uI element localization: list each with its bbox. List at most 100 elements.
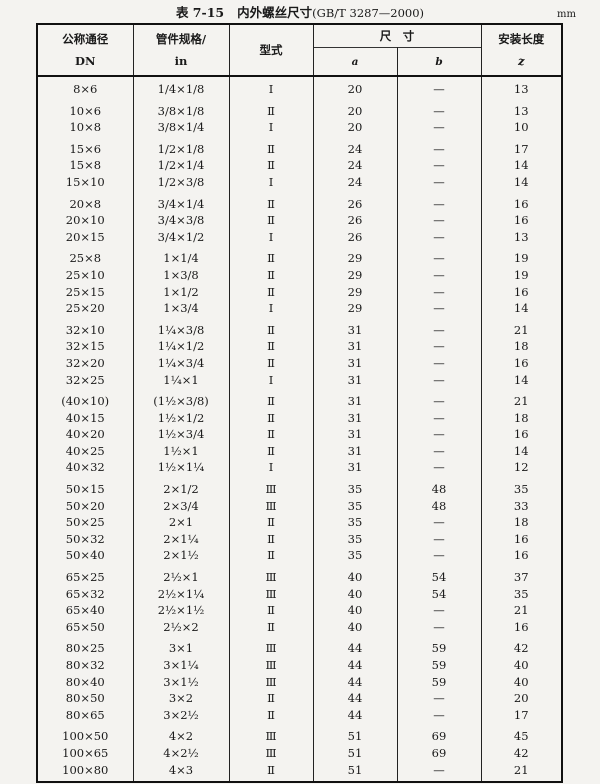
header-type: 型式 [228,24,314,76]
size-cell: 1½×1¼ [132,459,230,477]
dn-cell: 50×40 [36,547,134,565]
b-cell: 59 [396,673,482,691]
dn-cell: (40×10) [36,388,134,410]
z-cell: 21 [480,761,563,783]
z-cell: 16 [480,283,563,301]
a-cell: 51 [312,761,398,783]
table-row: 32×10 1¼×3/8 Ⅱ 31—21 [36,316,563,339]
dn-cell: 15×10 [36,173,134,191]
a-cell: 24 [312,135,398,158]
table-row: 40×32 1½×1¼ Ⅰ 31—12 [36,459,563,477]
z-cell: 14 [480,173,563,191]
a-cell: 35 [312,530,398,548]
size-cell: 3/4×3/8 [132,212,230,229]
b-cell: — [396,173,482,191]
size-cell: 1×3/4 [132,300,230,317]
size-cell: 1×1/4 [132,245,230,267]
table-row: 15×8 1/2×1/4 Ⅱ 24—14 [36,157,563,174]
dn-cell: 80×32 [36,657,134,674]
size-cell: 1¼×1 [132,371,230,389]
size-cell: 1¼×3/8 [132,316,230,339]
b-cell: — [396,442,482,460]
dn-cell: 32×25 [36,371,134,389]
b-cell: — [396,426,482,443]
type-cell: Ⅱ [228,266,314,284]
dn-cell: 8×6 [36,76,134,98]
table-row: 50×40 2×1½ Ⅱ 35—16 [36,547,563,565]
size-cell: 1¼×3/4 [132,354,230,372]
size-cell: 2×1/2 [132,476,230,498]
z-cell: 16 [480,547,563,565]
z-cell: 13 [480,97,563,120]
b-cell: — [396,761,482,783]
size-cell: 2½×1¼ [132,585,230,603]
size-cell: 4×2 [132,723,230,745]
size-cell: 3/8×1/4 [132,119,230,136]
a-cell: 40 [312,585,398,603]
b-cell: — [396,76,482,98]
table-row: 65×50 2½×2 Ⅱ 40—16 [36,618,563,636]
z-cell: 16 [480,530,563,548]
b-cell: — [396,228,482,246]
table-row: 8×6 1/4×1/8 Ⅰ 20—13 [36,76,563,98]
z-cell: 40 [480,673,563,691]
size-cell: 2×1¼ [132,530,230,548]
table-row: 50×32 2×1¼ Ⅱ 35—16 [36,530,563,548]
size-cell: 4×3 [132,761,230,783]
size-cell: 3×1 [132,635,230,657]
size-cell: 2½×2 [132,618,230,636]
dn-cell: 65×50 [36,618,134,636]
dn-cell: 10×6 [36,97,134,120]
z-cell: 21 [480,316,563,339]
table-row: 40×20 1½×3/4 Ⅱ 31—16 [36,426,563,443]
table-row: 15×10 1/2×3/8 Ⅰ 24—14 [36,173,563,191]
table-number: 表 7-15 [175,5,225,20]
type-cell: Ⅱ [228,97,314,120]
table-row: 25×8 1×1/4 Ⅱ 29—19 [36,245,563,267]
table-row: 50×15 2×1/2 Ⅲ 35 48 35 [36,476,563,498]
dn-cell: 20×8 [36,190,134,213]
a-cell: 40 [312,564,398,586]
table-row: 25×10 1×3/8 Ⅱ 29—19 [36,266,563,284]
a-cell: 35 [312,476,398,498]
type-cell: Ⅲ [228,657,314,674]
dn-cell: 50×15 [36,476,134,498]
dn-cell: 32×20 [36,354,134,372]
z-cell: 18 [480,409,563,427]
table-row: 20×8 3/4×1/4 Ⅱ 26—16 [36,190,563,213]
z-cell: 13 [480,76,563,98]
dn-cell: 32×15 [36,338,134,355]
a-cell: 20 [312,76,398,98]
type-cell: Ⅲ [228,476,314,498]
a-cell: 40 [312,618,398,636]
z-cell: 14 [480,371,563,389]
a-cell: 29 [312,266,398,284]
a-cell: 51 [312,744,398,762]
table-row: 50×25 2×1 Ⅱ 35—18 [36,514,563,531]
a-cell: 26 [312,228,398,246]
b-cell: — [396,388,482,410]
b-cell: 59 [396,635,482,657]
b-cell: — [396,266,482,284]
type-cell: Ⅱ [228,690,314,707]
size-cell: 3×1½ [132,673,230,691]
z-cell: 16 [480,618,563,636]
type-cell: Ⅲ [228,673,314,691]
size-cell: 1/2×1/8 [132,135,230,158]
dn-cell: 65×25 [36,564,134,586]
type-cell: Ⅰ [228,119,314,136]
type-cell: Ⅱ [228,157,314,174]
b-cell: — [396,530,482,548]
b-cell: — [396,618,482,636]
z-cell: 35 [480,585,563,603]
a-cell: 31 [312,459,398,477]
table-caption: 表 7-15 内外螺丝尺寸(GB/T 3287—2000) [0,2,600,21]
b-cell: — [396,602,482,619]
z-cell: 14 [480,157,563,174]
a-cell: 20 [312,119,398,136]
a-cell: 40 [312,602,398,619]
dn-cell: 40×32 [36,459,134,477]
size-cell: 1/2×1/4 [132,157,230,174]
table-row: 40×25 1½×1 Ⅱ 31—14 [36,442,563,460]
type-cell: Ⅰ [228,173,314,191]
